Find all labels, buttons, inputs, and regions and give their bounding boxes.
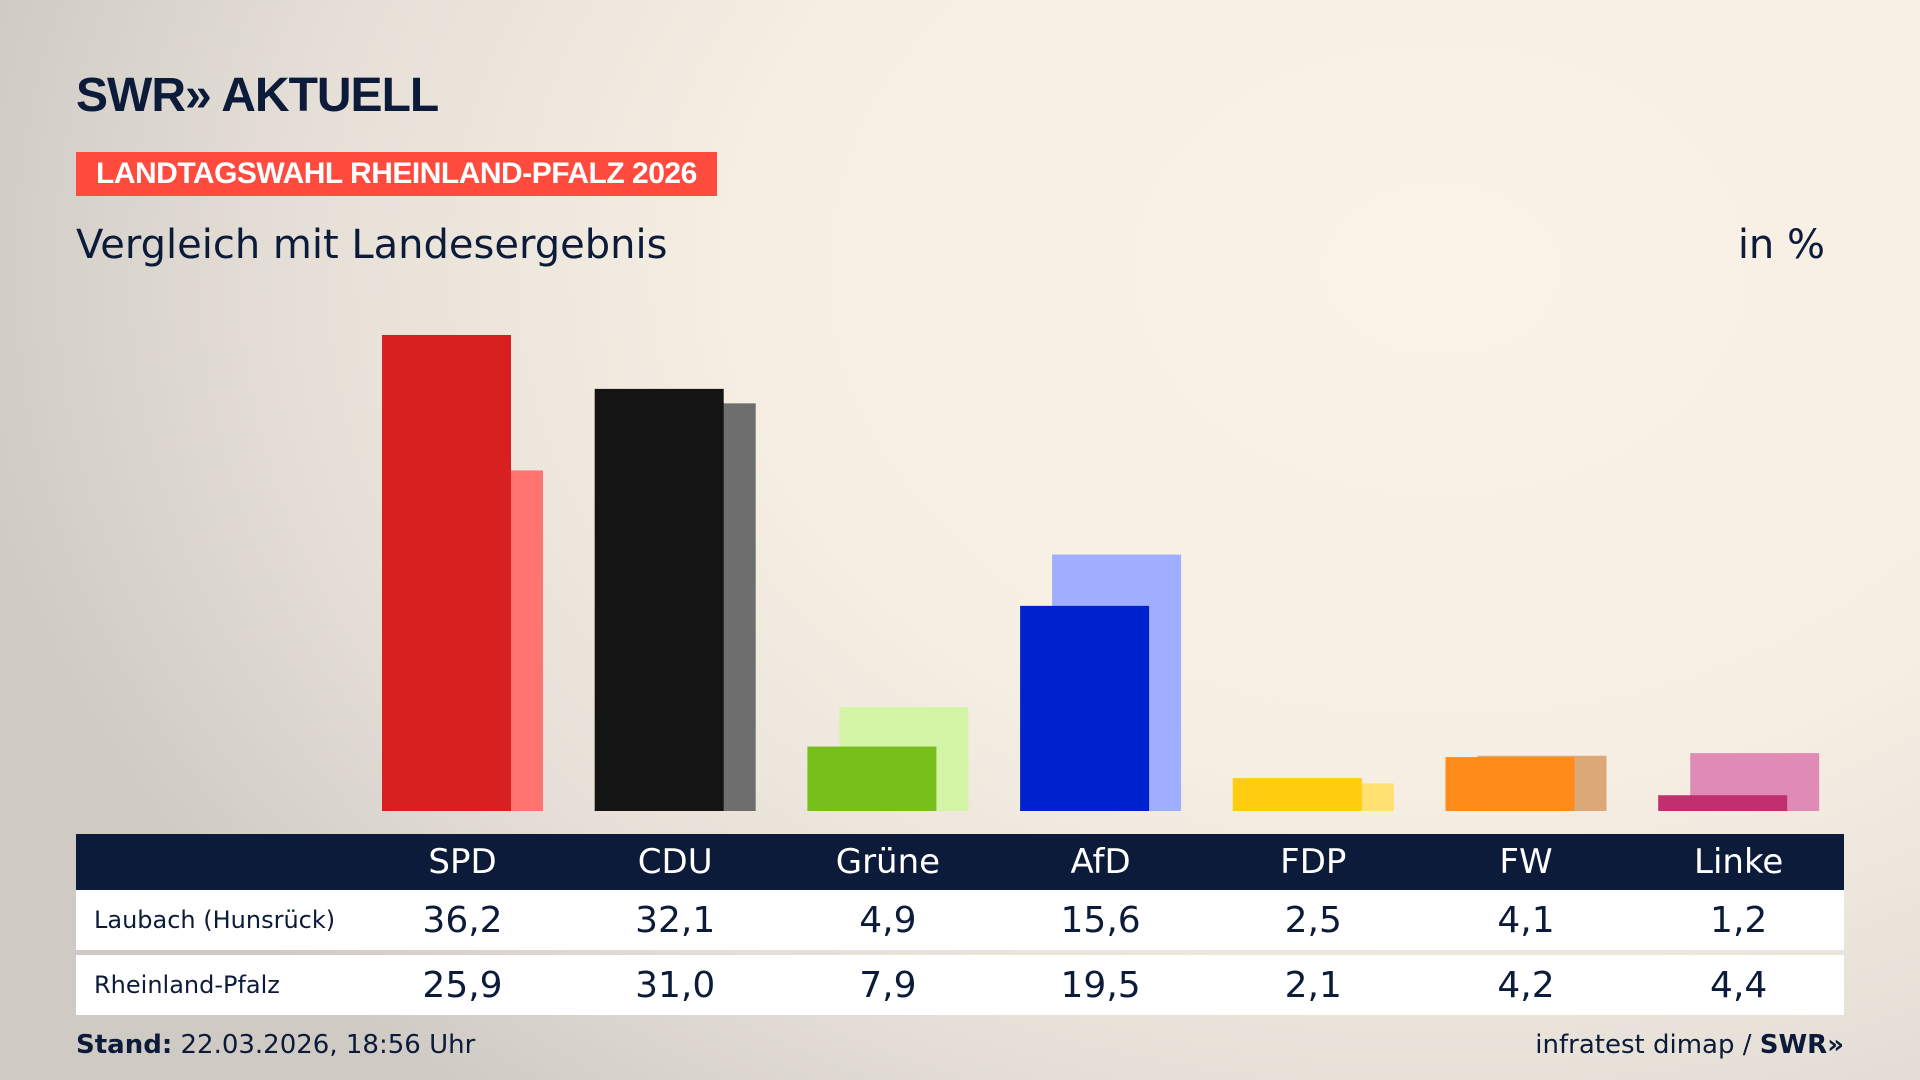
table-header: SPD CDU Grüne AfD FDP FW Linke bbox=[76, 834, 1844, 890]
party-header: CDU bbox=[637, 842, 713, 882]
local-value: 15,6 bbox=[1060, 899, 1141, 941]
party-header: FDP bbox=[1280, 842, 1347, 882]
local-value: 4,9 bbox=[859, 899, 917, 941]
state-value: 19,5 bbox=[1060, 964, 1141, 1006]
state-value: 25,9 bbox=[422, 964, 503, 1006]
stand-value: 22.03.2026, 18:56 Uhr bbox=[180, 1030, 476, 1060]
state-value: 4,2 bbox=[1497, 964, 1555, 1006]
party-header: SPD bbox=[428, 842, 497, 882]
local-value: 36,2 bbox=[422, 899, 503, 941]
party-header: Linke bbox=[1694, 842, 1784, 882]
local-bar-fdp bbox=[1232, 778, 1362, 811]
party-header: FW bbox=[1499, 842, 1553, 882]
local-value: 32,1 bbox=[635, 899, 716, 941]
source-text: infratest dimap / bbox=[1535, 1030, 1752, 1060]
state-value: 4,4 bbox=[1710, 964, 1768, 1006]
table-row: Rheinland-Pfalz 25,9 31,0 7,9 19,5 2,1 4,2 4,4 bbox=[76, 955, 1844, 1015]
state-value: 2,1 bbox=[1284, 964, 1342, 1006]
state-value: 7,9 bbox=[859, 964, 917, 1006]
local-bar-fw bbox=[1445, 757, 1575, 811]
chart-subtitle: Vergleich mit Landesergebnis bbox=[76, 222, 668, 268]
bar-chart bbox=[382, 334, 1820, 811]
source: infratest dimap / SWR» bbox=[1535, 1030, 1844, 1060]
party-header: AfD bbox=[1070, 842, 1131, 882]
election-banner: LANDTAGSWAHL RHEINLAND-PFALZ 2026 bbox=[76, 152, 717, 196]
row-label: Laubach (Hunsrück) bbox=[94, 906, 336, 934]
party-header: Grüne bbox=[835, 842, 941, 882]
local-value: 1,2 bbox=[1710, 899, 1768, 941]
local-value: 2,5 bbox=[1284, 899, 1342, 941]
local-bar-grüne bbox=[807, 746, 937, 811]
swr-aktuell-logo: SWR» AKTUELL bbox=[76, 69, 439, 122]
local-bar-afd bbox=[1020, 605, 1150, 811]
stand-label: Stand: bbox=[76, 1030, 173, 1060]
unit-label: in % bbox=[1737, 222, 1825, 268]
swr-footer-logo: SWR» bbox=[1759, 1030, 1844, 1060]
row-label: Rheinland-Pfalz bbox=[94, 971, 280, 999]
local-bar-cdu bbox=[594, 388, 724, 811]
local-value: 4,1 bbox=[1497, 899, 1555, 941]
table-row: Laubach (Hunsrück) 36,2 32,1 4,9 15,6 2,5 4,1 1… bbox=[76, 890, 1844, 950]
state-value: 31,0 bbox=[635, 964, 716, 1006]
timestamp: Stand: 22.03.2026, 18:56 Uhr bbox=[76, 1030, 475, 1060]
local-bar-spd bbox=[382, 334, 511, 811]
results-table: SPD CDU Grüne AfD FDP FW Linke Laubach (Hunsrü… bbox=[76, 834, 1844, 1020]
local-bar-linke bbox=[1658, 795, 1788, 811]
